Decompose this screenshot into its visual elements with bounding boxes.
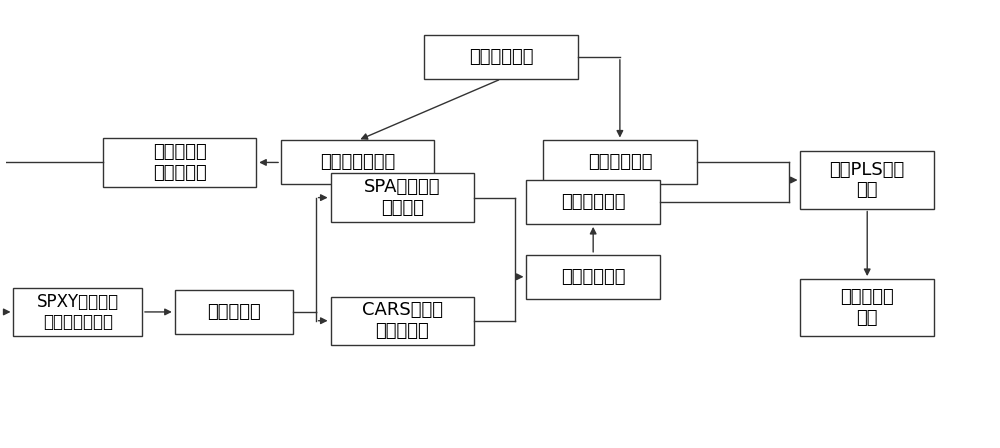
Bar — [103, 138, 256, 187]
Bar — [175, 290, 293, 334]
Bar — [543, 141, 697, 185]
Bar — [424, 35, 578, 79]
Text: 特征波长融合: 特征波长融合 — [561, 268, 625, 286]
Text: SPXY方法划分
校正集和预测集: SPXY方法划分 校正集和预测集 — [37, 293, 119, 332]
Bar — [526, 255, 660, 299]
Bar — [800, 279, 934, 336]
Text: 建立光谱矩阵: 建立光谱矩阵 — [561, 193, 625, 211]
Text: CARS算法选
取特征波长: CARS算法选 取特征波长 — [362, 302, 443, 340]
Text: SPA算法选取
特征波长: SPA算法选取 特征波长 — [364, 178, 440, 217]
Text: 近红外光谱采集: 近红外光谱采集 — [320, 154, 395, 172]
Text: 酸度数据测量: 酸度数据测量 — [588, 154, 652, 172]
Bar — [526, 180, 660, 224]
Text: 用于建模波
长范围选取: 用于建模波 长范围选取 — [153, 143, 207, 182]
Text: 光谱预处理: 光谱预处理 — [207, 303, 261, 321]
Text: 选取苹果样本: 选取苹果样本 — [469, 48, 533, 66]
Text: 建立PLS预测
模型: 建立PLS预测 模型 — [830, 161, 905, 199]
Bar — [331, 173, 474, 222]
Bar — [800, 151, 934, 209]
Bar — [331, 297, 474, 345]
Bar — [281, 141, 434, 185]
Bar — [13, 288, 142, 336]
Text: 模型准确性
评价: 模型准确性 评价 — [840, 288, 894, 327]
